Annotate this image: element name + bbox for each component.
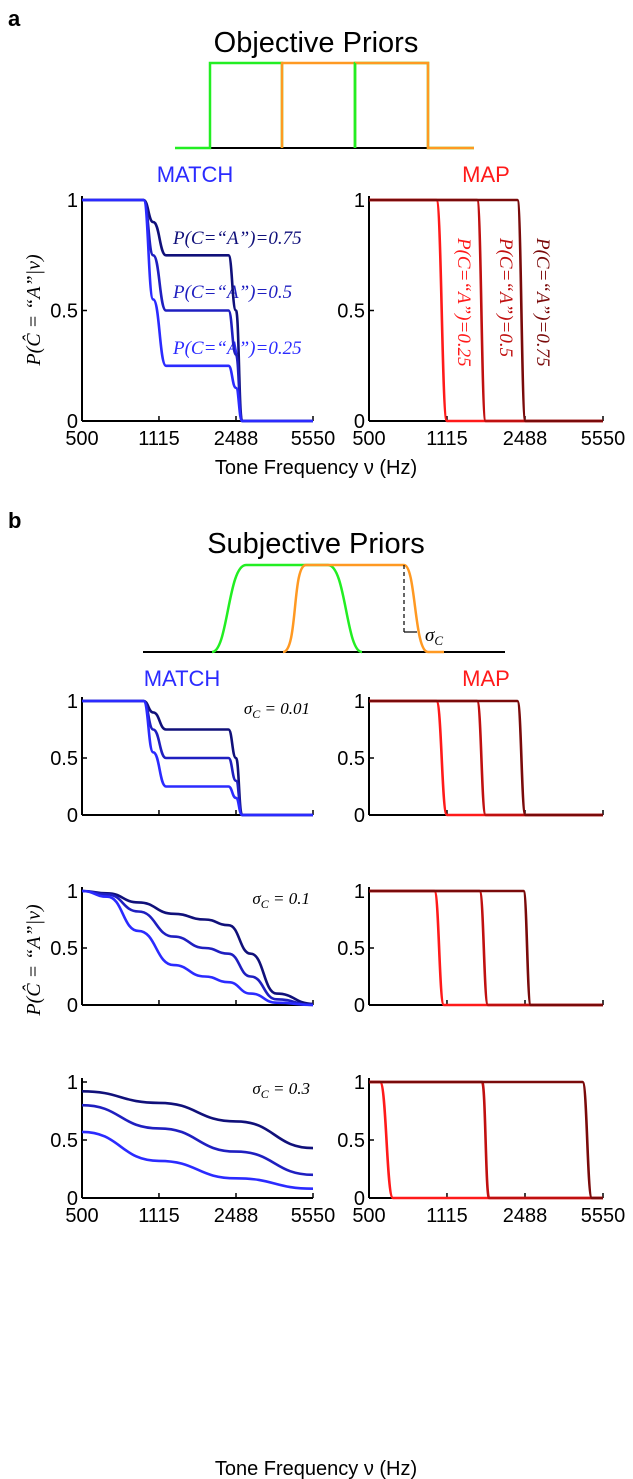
match-curve-label-075: P(C=“A”)=0.75 [172,228,302,249]
x-tick-label: 1115 [426,1205,468,1227]
y-tick-label: 0 [67,1188,78,1210]
x-tick-label: 2488 [214,428,259,450]
subjective-prior-b [282,563,444,654]
sigma-label-001: σC = 0.01 [244,699,310,721]
x-tick-label: 1115 [138,428,180,450]
y-tick-label: 1 [67,691,78,713]
prior-a-right [353,61,474,150]
plot-map-b3: 0 0.5 1 500 1115 2488 5550 [337,1072,625,1227]
series-line-2 [368,1080,603,1200]
series-line-2 [369,198,603,423]
plot-match-b1: 00.51 [50,691,314,827]
x-tick-label: 2488 [214,1205,259,1227]
prior-b-middle [280,61,357,148]
plot-map-a: 0 0.5 1 500 1115 2488 5550 [337,190,625,450]
y-tick-label: 0.5 [337,301,365,323]
y-tick-label: 1 [354,881,365,903]
xlabel-a: Tone Frequency ν (Hz) [215,457,417,479]
y-tick-label: 0.5 [337,1130,365,1152]
series-line-3 [81,1130,314,1190]
y-tick-label: 1 [354,691,365,713]
map-curve-label-075: P(C=“A”)=0.75 [532,237,553,367]
y-tick-label: 0 [354,1188,365,1210]
objective-priors-title: Objective Priors [214,27,419,59]
x-tick-label: 5550 [581,428,626,450]
x-tick-label: 2488 [503,1205,548,1227]
x-tick-label: 5550 [291,1205,336,1227]
x-tick-label: 2488 [503,428,548,450]
map-curve-label-05: P(C=“A”)=0.5 [495,237,516,357]
match-title-b: MATCH [144,666,221,691]
xlabel-b: Tone Frequency ν (Hz) [215,1458,417,1479]
map-title-b: MAP [462,666,510,691]
y-tick-label: 0.5 [50,301,78,323]
prior-a-left [175,61,284,150]
plot-map-b2: 00.51 [337,881,604,1017]
series-line-3 [81,889,314,1007]
y-tick-label: 0 [67,805,78,827]
plot-match-b2: 00.51 [50,881,314,1017]
x-tick-label: 500 [352,428,385,450]
y-tick-label: 0 [354,995,365,1017]
sigma-symbol-label: σC [425,625,443,648]
x-tick-label: 500 [65,428,98,450]
y-tick-label: 0.5 [50,748,78,770]
plot-match-b3: 0 0.5 1 500 1115 2488 5550 [50,1072,335,1227]
x-tick-label: 500 [65,1205,98,1227]
series-line-3 [369,699,603,817]
series-line-2 [81,1103,314,1177]
plot-match-a: 0 0.5 1 500 1115 2488 5550 [50,190,335,450]
series-line-2 [81,889,314,1007]
x-tick-label: 500 [352,1205,385,1227]
subjective-prior-a [211,563,363,654]
subjective-priors-title: Subjective Priors [207,528,425,560]
y-tick-label: 0 [354,805,365,827]
series-line-2 [369,699,603,817]
ylabel-b: P(Ĉ = “A”|ν) [21,904,45,1017]
y-tick-label: 0 [67,411,78,433]
panel-label-b: b [8,508,21,533]
y-tick-label: 0 [67,995,78,1017]
x-tick-label: 1115 [138,1205,180,1227]
y-tick-label: 1 [67,881,78,903]
map-curve-label-025: P(C=“A”)=0.25 [453,237,474,367]
y-tick-label: 0.5 [50,1130,78,1152]
series-line-3 [368,1080,603,1200]
panel-label-a: a [8,6,21,31]
y-tick-label: 0.5 [50,938,78,960]
plot-map-b1: 00.51 [337,691,604,827]
y-tick-label: 1 [354,190,365,212]
series-line-1 [369,699,603,817]
objective-prior-diagram [175,61,474,150]
x-tick-label: 1115 [426,428,468,450]
series-line-3 [82,198,313,423]
y-tick-label: 1 [67,1072,78,1094]
y-tick-label: 0 [354,411,365,433]
series-line-1 [81,889,314,1006]
sigma-label-03: σC = 0.3 [252,1079,310,1101]
series-line-3 [369,198,603,423]
series-line-3 [368,889,603,1007]
match-title-a: MATCH [157,162,234,187]
match-curve-label-025: P(C=“A”)=0.25 [172,338,302,359]
series-line-2 [82,699,313,817]
ylabel-a: P(Ĉ = “A”|ν) [21,254,45,367]
series-line-1 [81,1090,314,1150]
series-line-1 [369,198,603,423]
y-tick-label: 0.5 [337,938,365,960]
series-line-3 [82,699,313,817]
series-line-2 [368,889,603,1007]
x-tick-label: 5550 [581,1205,626,1227]
y-tick-label: 1 [354,1072,365,1094]
x-tick-label: 5550 [291,428,336,450]
y-tick-label: 0.5 [337,748,365,770]
sigma-label-01: σC = 0.1 [252,889,310,911]
y-tick-label: 1 [67,190,78,212]
map-title-a: MAP [462,162,510,187]
subjective-prior-diagram: σC [143,563,505,654]
